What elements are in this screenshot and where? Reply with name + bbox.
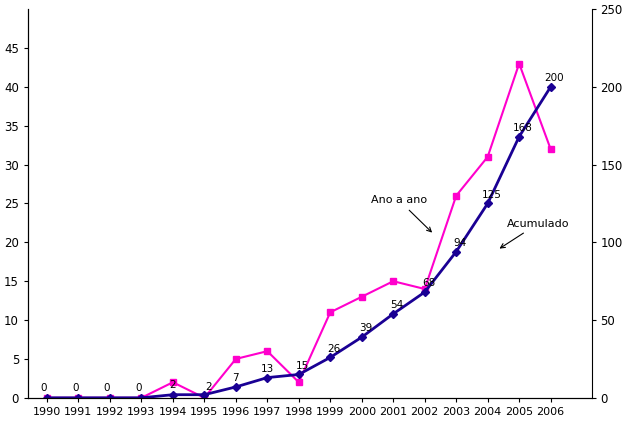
- Text: Ano a ano: Ano a ano: [371, 195, 431, 232]
- Text: 0: 0: [72, 383, 78, 393]
- Text: Acumulado: Acumulado: [500, 219, 569, 248]
- Text: 2: 2: [169, 380, 176, 390]
- Text: 168: 168: [513, 123, 533, 133]
- Text: 54: 54: [391, 300, 404, 310]
- Text: 0: 0: [103, 383, 110, 393]
- Text: 0: 0: [135, 383, 142, 393]
- Text: 15: 15: [296, 361, 309, 370]
- Text: 2: 2: [205, 381, 211, 392]
- Text: 7: 7: [233, 373, 239, 383]
- Text: 13: 13: [261, 364, 274, 374]
- Text: 125: 125: [482, 189, 502, 200]
- Text: 68: 68: [422, 278, 435, 288]
- Text: 0: 0: [41, 383, 47, 393]
- Text: 94: 94: [453, 238, 466, 248]
- Text: 26: 26: [327, 344, 340, 354]
- Text: 200: 200: [545, 73, 564, 83]
- Text: 39: 39: [359, 323, 372, 333]
